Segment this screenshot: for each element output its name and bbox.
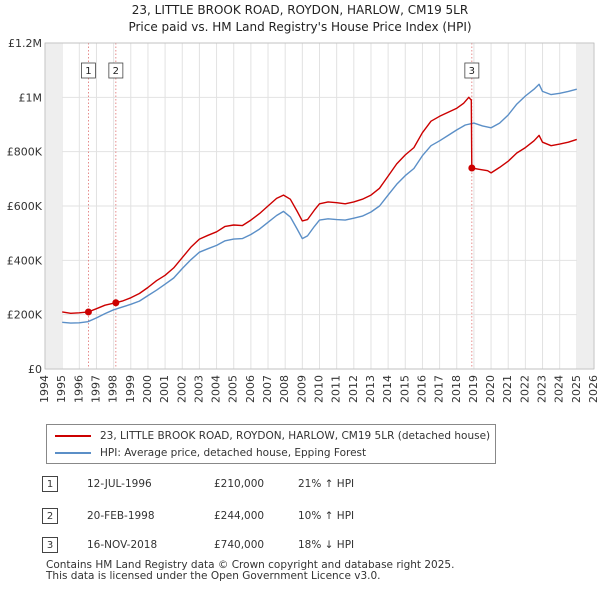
x-tick-label: 1994 <box>38 375 51 403</box>
x-tick-label: 1999 <box>124 375 137 403</box>
x-tick-label: 2000 <box>141 375 154 403</box>
transaction-point <box>468 164 476 172</box>
transaction-label-box <box>81 62 96 79</box>
x-tick-label: 2025 <box>570 375 583 403</box>
x-tick-label: 2019 <box>467 375 480 403</box>
legend-label-hpi: HPI: Average price, detached house, Eppi… <box>100 447 367 459</box>
x-tick-label: 2003 <box>192 375 205 403</box>
transaction-row: 3 16-NOV-2018 £740,000 18% ↓ HPI <box>42 535 462 555</box>
transaction-date: 20-FEB-1998 <box>87 510 155 522</box>
transaction-row: 1 12-JUL-1996 £210,000 21% ↑ HPI <box>42 474 462 494</box>
y-tick-label: £1M <box>19 91 43 104</box>
y-tick-label: £200K <box>7 309 43 322</box>
y-tick-label: £1.2M <box>8 37 42 50</box>
x-tick-label: 1996 <box>72 375 85 403</box>
legend-label-property: 23, LITTLE BROOK ROAD, ROYDON, HARLOW, C… <box>100 430 491 442</box>
legend-line-property <box>55 435 91 437</box>
x-tick-label: 2020 <box>484 375 497 403</box>
transaction-date: 12-JUL-1996 <box>87 478 152 490</box>
x-tick-label: 2014 <box>381 375 394 403</box>
transaction-number: 2 <box>42 508 58 524</box>
x-tick-label: 2012 <box>347 375 360 403</box>
plot-frame <box>44 42 595 370</box>
chart-title-line-2: Price paid vs. HM Land Registry's House … <box>128 20 472 34</box>
transaction-label-box <box>108 62 124 79</box>
transaction-number: 1 <box>42 476 58 492</box>
y-tick-label: £800K <box>7 146 43 159</box>
y-tick-label: £400K <box>7 254 43 267</box>
x-tick-label: 2015 <box>398 375 411 403</box>
x-tick-label: 2022 <box>518 375 531 403</box>
transaction-date: 16-NOV-2018 <box>87 539 158 551</box>
property-price-line <box>62 96 578 314</box>
x-tick-label: 2006 <box>244 375 257 403</box>
chart-legend: 23, LITTLE BROOK ROAD, ROYDON, HARLOW, C… <box>46 424 496 464</box>
hpi-line <box>62 83 577 324</box>
x-tick-label: 1997 <box>89 375 102 403</box>
x-tick-label: 2008 <box>278 375 291 403</box>
chart-grid <box>44 42 595 370</box>
transaction-price: £740,000 <box>214 539 265 551</box>
transaction-markers: 1 2 3 <box>81 62 480 316</box>
transaction-row: 2 20-FEB-1998 £244,000 10% ↑ HPI <box>42 506 462 526</box>
transaction-label-number: 3 <box>469 66 475 77</box>
y-tick-label: £600K <box>7 200 43 213</box>
x-tick-label: 2013 <box>364 375 377 403</box>
transaction-hpi-change: 21% ↑ HPI <box>298 478 355 490</box>
x-tick-label: 2004 <box>210 375 223 403</box>
chart-series <box>62 83 578 324</box>
transaction-label-number: 1 <box>85 66 91 77</box>
data-range-shading <box>45 43 594 369</box>
transaction-hpi-change: 18% ↓ HPI <box>298 539 355 551</box>
transaction-price: £210,000 <box>214 478 265 490</box>
transaction-hpi-change: 10% ↑ HPI <box>298 510 355 522</box>
x-tick-label: 2016 <box>415 375 428 403</box>
x-tick-label: 2010 <box>313 375 326 403</box>
attribution-footer: Contains HM Land Registry data © Crown c… <box>46 560 454 582</box>
post-data-shade <box>576 43 594 369</box>
x-tick-label: 1995 <box>55 375 68 403</box>
transaction-label-number: 2 <box>113 66 119 77</box>
transaction-label-box <box>464 62 480 79</box>
x-tick-label: 2026 <box>587 375 600 403</box>
x-tick-label: 2005 <box>227 375 240 403</box>
chart-axes: £0 £200K £400K £600K £800K £1M £1.2M 1994 1995 19… <box>7 37 600 403</box>
chart-title: 23, LITTLE BROOK ROAD, ROYDON, HARLOW, C… <box>0 2 600 36</box>
attribution-line-1: Contains HM Land Registry data © Crown c… <box>46 559 455 571</box>
transaction-price: £244,000 <box>214 510 265 522</box>
transaction-number: 3 <box>42 537 58 553</box>
x-tick-label: 2017 <box>433 375 446 403</box>
x-tick-label: 2002 <box>175 375 188 403</box>
x-tick-label: 2023 <box>536 375 549 403</box>
attribution-line-2: This data is licensed under the Open Gov… <box>46 570 381 582</box>
x-tick-label: 2009 <box>295 375 308 403</box>
x-tick-label: 1998 <box>107 375 120 403</box>
x-tick-label: 2021 <box>501 375 514 403</box>
legend-line-hpi <box>55 452 91 454</box>
price-chart: 1 2 3 £0 £200K £400K £600K £800K £1M £1.2M 1994 19… <box>7 37 600 403</box>
x-tick-label: 2007 <box>261 375 274 403</box>
pre-data-shade <box>45 43 63 369</box>
x-tick-label: 2001 <box>158 375 171 403</box>
chart-title-line-1: 23, LITTLE BROOK ROAD, ROYDON, HARLOW, C… <box>131 3 469 17</box>
transaction-point <box>84 308 92 316</box>
transaction-point <box>112 299 120 307</box>
x-tick-label: 2018 <box>450 375 463 403</box>
x-tick-label: 2024 <box>553 375 566 403</box>
x-tick-label: 2011 <box>330 375 343 403</box>
y-tick-label: £0 <box>28 363 42 376</box>
